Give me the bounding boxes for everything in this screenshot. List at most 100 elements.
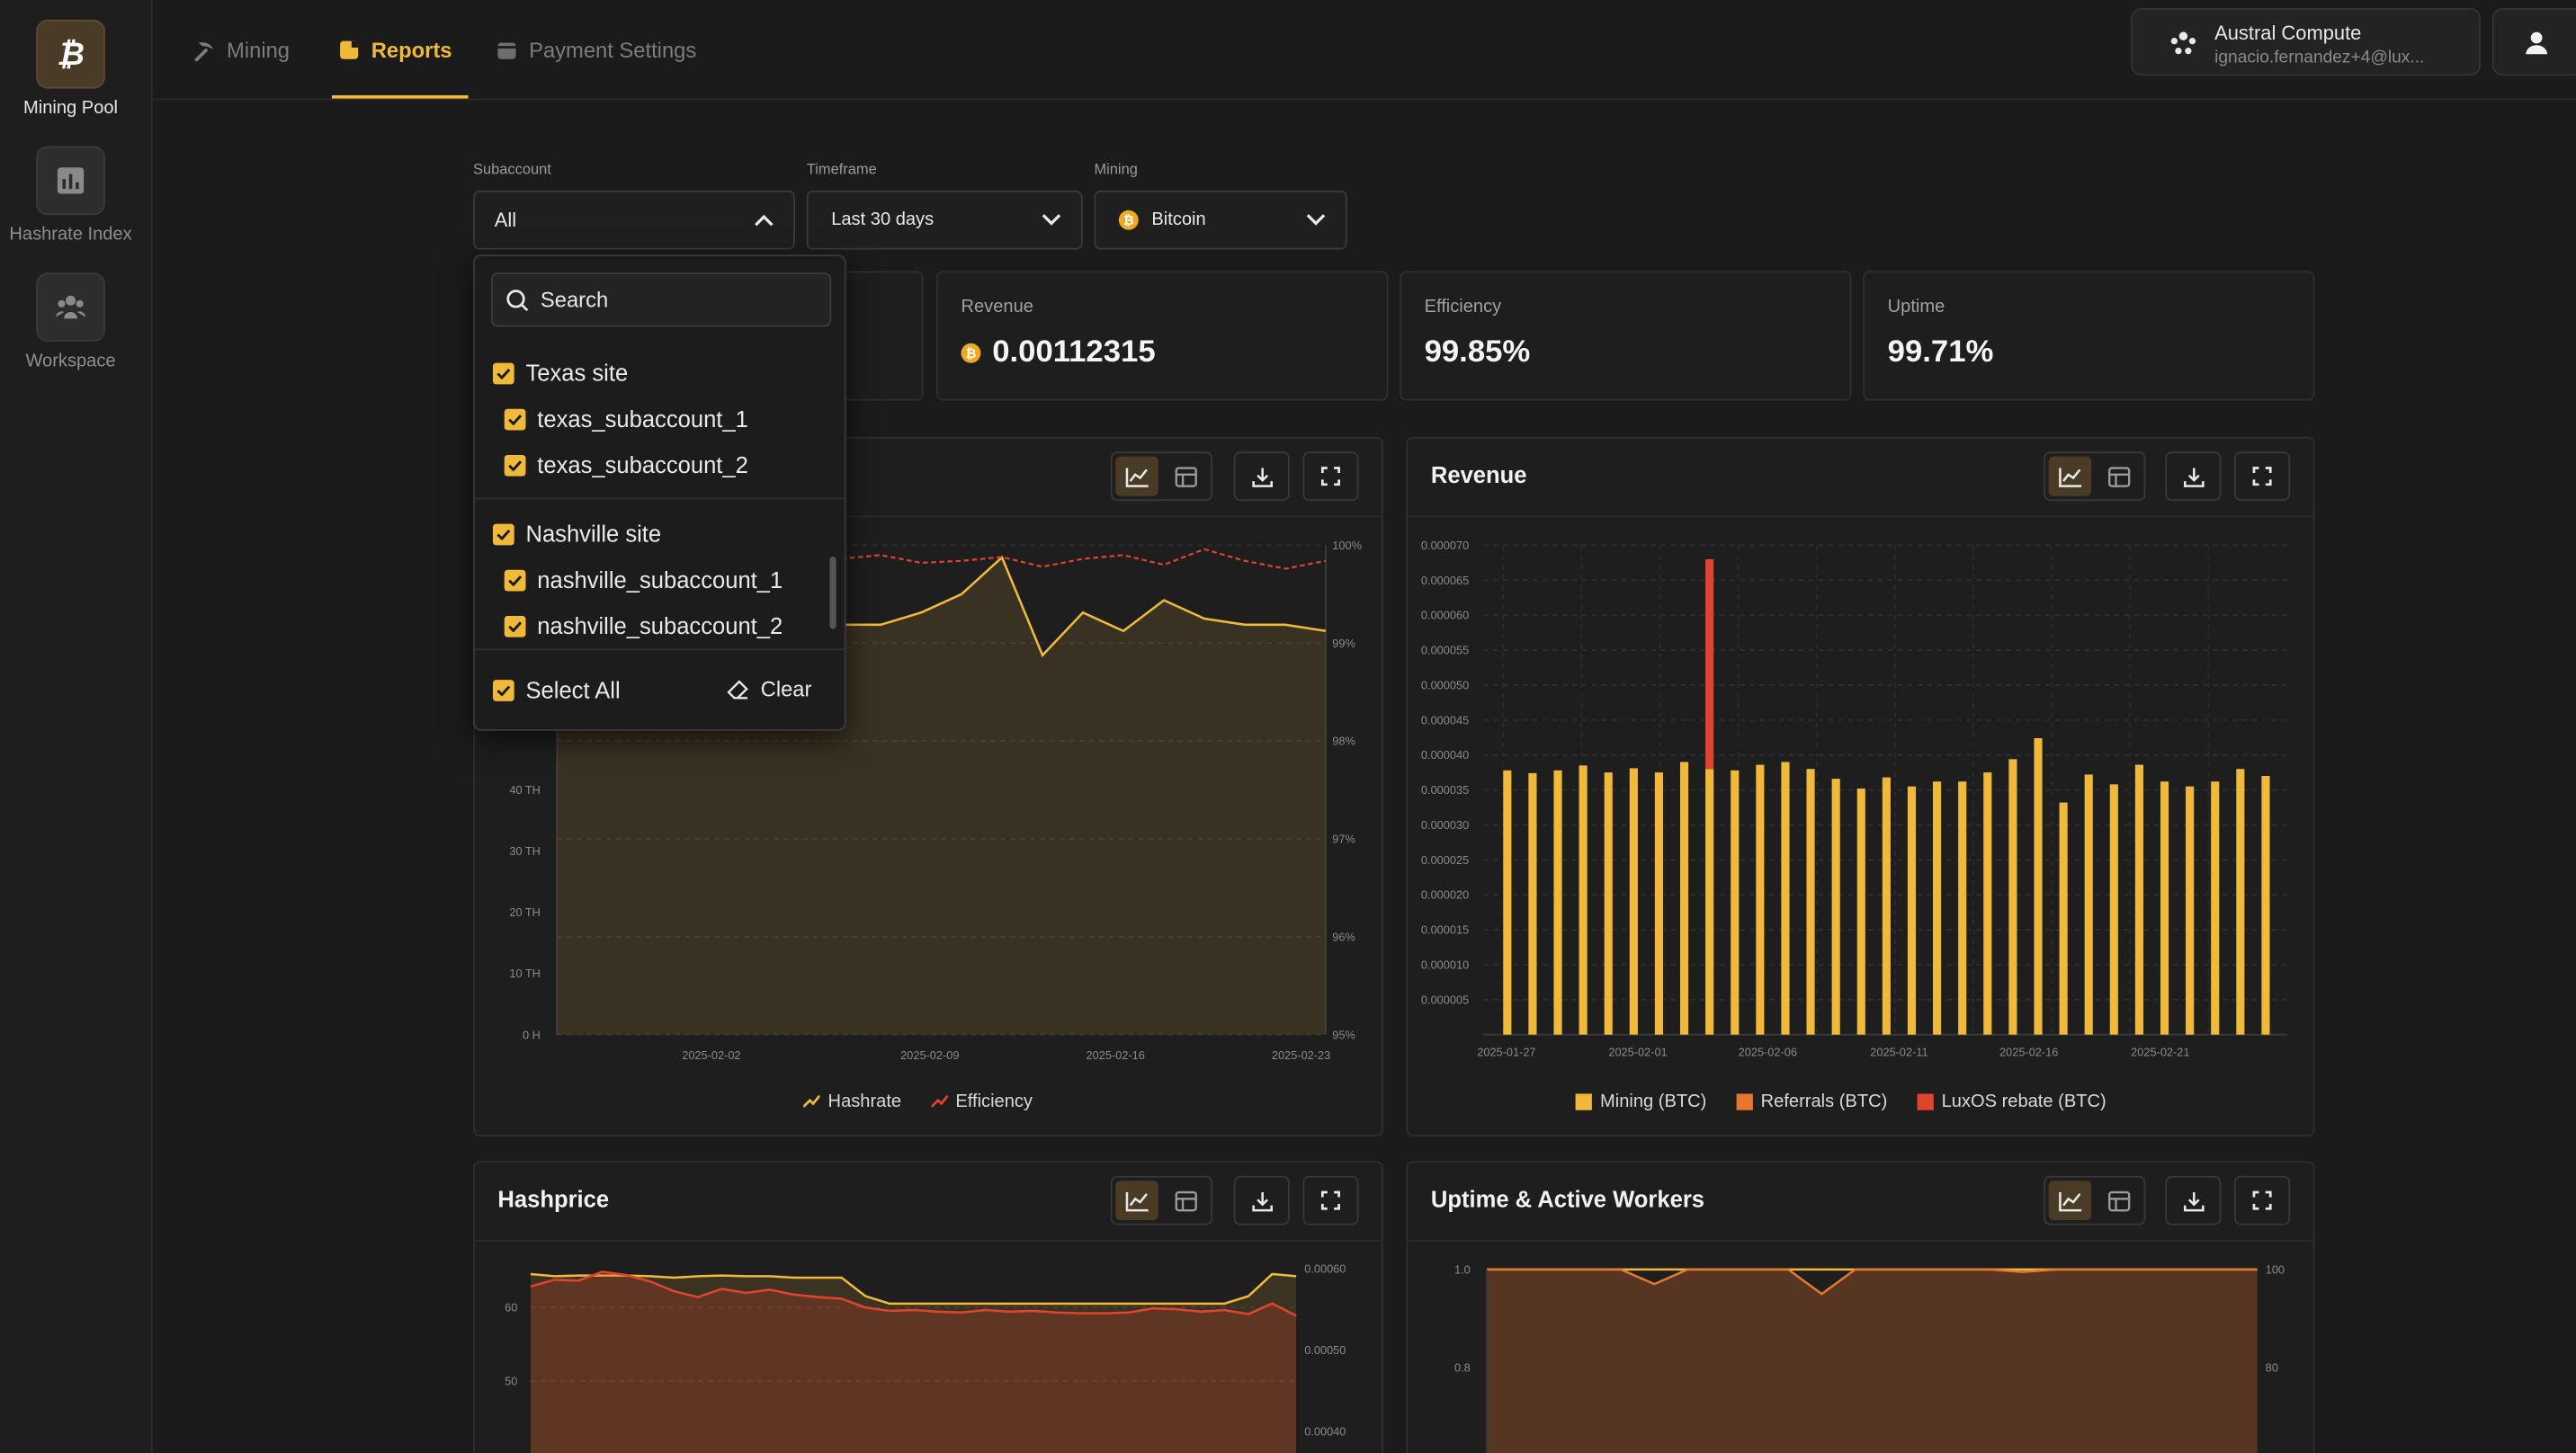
y-tick-label: 0.000065	[1421, 574, 1469, 587]
tab-mining[interactable]: Mining	[192, 0, 290, 100]
dropdown-scrollbar[interactable]	[829, 557, 836, 629]
revenue-value: 0.00112315	[992, 334, 1156, 370]
y-tick-label-right: 98%	[1332, 735, 1355, 748]
option-texas-subaccount-2[interactable]: texas_subaccount_2	[504, 451, 748, 478]
download-button[interactable]	[2165, 1175, 2222, 1226]
line-view-button[interactable]	[2048, 1181, 2092, 1221]
legend-item-mining[interactable]: Mining (BTC)	[1575, 1092, 1706, 1112]
subaccount-select[interactable]: All	[473, 190, 796, 250]
stat-label: Efficiency	[1424, 297, 1502, 317]
checkbox-checked-icon[interactable]	[504, 407, 526, 430]
bar-mining	[1503, 770, 1512, 1035]
rail-item-mining-pool[interactable]: ₿ Mining Pool	[0, 19, 141, 119]
mining-label: Mining	[1094, 160, 1138, 178]
download-button[interactable]	[1233, 1175, 1290, 1226]
checkbox-checked-icon[interactable]	[492, 361, 514, 384]
y-tick-label-left: 30 TH	[509, 844, 541, 858]
x-tick-label: 2025-02-23	[1272, 1048, 1330, 1062]
legend-label: LuxOS rebate (BTC)	[1941, 1092, 2106, 1112]
group-option-texas-site[interactable]: Texas site	[492, 360, 629, 387]
y-tick-label-right: 0.00060	[1304, 1261, 1346, 1275]
bar-chart-icon	[36, 146, 105, 216]
hashprice-chart: 0.00060 0.00050 0.00040 50 60	[505, 1261, 1346, 1453]
fullscreen-button[interactable]	[1302, 1175, 1359, 1226]
checkbox-checked-icon[interactable]	[492, 522, 514, 545]
clear-button[interactable]: Clear	[726, 677, 811, 701]
bar-mining	[1831, 779, 1840, 1035]
legend-item-hashrate[interactable]: Hashrate	[803, 1092, 901, 1112]
stat-card-revenue: Revenue ₿ 0.00112315	[936, 271, 1389, 401]
search-input[interactable]: Search	[491, 272, 832, 327]
option-label: texas_subaccount_2	[537, 451, 748, 478]
checkbox-checked-icon[interactable]	[504, 615, 526, 637]
table-view-button[interactable]	[2095, 1178, 2144, 1224]
rail-item-workspace[interactable]: Workspace	[0, 272, 141, 371]
y-tick-label: 0.000045	[1421, 713, 1469, 726]
mining-select[interactable]: ₿ Bitcoin	[1094, 190, 1347, 250]
y-tick-label-right: 80	[2266, 1360, 2278, 1374]
y-tick-label: 0.000025	[1421, 853, 1469, 867]
table-view-button[interactable]	[1161, 1178, 1211, 1224]
y-tick-label-left: 40 TH	[509, 783, 541, 797]
option-texas-subaccount-1[interactable]: texas_subaccount_1	[504, 406, 748, 432]
checkbox-checked-icon[interactable]	[504, 454, 526, 476]
tab-payment-settings[interactable]: Payment Settings	[496, 0, 696, 100]
trend-icon	[803, 1095, 820, 1109]
download-button[interactable]	[2165, 451, 2222, 502]
group-option-nashville-site[interactable]: Nashville site	[492, 521, 661, 547]
fullscreen-icon	[2252, 1190, 2272, 1210]
bar-mining	[2034, 738, 2043, 1035]
hashprice-line-a	[530, 1272, 1297, 1306]
y-tick-label: 0.000010	[1421, 958, 1469, 972]
table-view-button[interactable]	[1161, 453, 1211, 499]
legend-item-efficiency[interactable]: Efficiency	[930, 1092, 1033, 1112]
bar-mining	[1756, 764, 1765, 1035]
stat-label: Revenue	[961, 297, 1033, 317]
bar-mining	[1604, 772, 1613, 1035]
timeframe-value: Last 30 days	[831, 209, 935, 230]
bar-mining	[2084, 774, 2093, 1035]
timeframe-select[interactable]: Last 30 days	[806, 190, 1083, 250]
bar-mining	[1856, 788, 1865, 1035]
checkbox-checked-icon[interactable]	[492, 679, 514, 701]
option-nashville-subaccount-1[interactable]: nashville_subaccount_1	[504, 566, 783, 593]
bar-mining	[1933, 781, 1942, 1035]
select-all-option[interactable]: Select All	[492, 677, 621, 703]
organization-switcher[interactable]: Austral Compute ignacio.fernandez+4@lux.…	[2130, 8, 2482, 76]
line-view-button[interactable]	[1115, 1181, 1158, 1221]
top-bar: Mining Reports Payment Settings Austral …	[152, 0, 2576, 101]
bar-mining	[2059, 802, 2068, 1035]
y-tick-label-right: 97%	[1332, 833, 1355, 846]
option-nashville-subaccount-2[interactable]: nashville_subaccount_2	[504, 612, 783, 639]
download-button[interactable]	[1233, 451, 1290, 502]
bar-mining	[1654, 772, 1664, 1035]
revenue-bar-chart: 0.000005 0.000010 0.000015 0.000020 0.000025…	[1421, 539, 2287, 1058]
rail-item-hashrate-index[interactable]: Hashrate Index	[0, 146, 141, 245]
download-icon	[1251, 467, 1273, 487]
panel-title: Uptime & Active Workers	[1430, 1185, 1704, 1212]
table-view-button[interactable]	[2095, 453, 2144, 499]
y-tick-label-left: 0 H	[523, 1028, 541, 1041]
table-icon	[1175, 1190, 1197, 1211]
fullscreen-button[interactable]	[2234, 451, 2291, 502]
checkbox-checked-icon[interactable]	[504, 568, 526, 591]
fullscreen-button[interactable]	[1302, 451, 1359, 502]
left-rail: ₿ Mining Pool Hashrate Index Workspace	[0, 0, 153, 1453]
option-label: Texas site	[525, 360, 629, 387]
line-chart-icon	[2058, 467, 2081, 487]
line-view-button[interactable]	[1115, 456, 1158, 496]
x-tick-label: 2025-02-11	[1870, 1045, 1928, 1058]
subaccount-dropdown: Search Texas site texas_subaccount_1 tex…	[473, 254, 846, 731]
line-view-button[interactable]	[2048, 456, 2092, 496]
fullscreen-button[interactable]	[2234, 1175, 2291, 1226]
legend-item-luxos-rebate[interactable]: LuxOS rebate (BTC)	[1917, 1092, 2106, 1112]
bar-mining	[1553, 770, 1562, 1035]
x-tick-label: 2025-02-09	[900, 1048, 959, 1062]
y-tick-label-left: 50	[505, 1375, 517, 1388]
user-menu-button[interactable]	[2491, 8, 2576, 76]
table-icon	[2108, 1190, 2131, 1211]
panel-divider	[1408, 515, 2313, 518]
clear-label: Clear	[760, 676, 812, 701]
tab-reports[interactable]: Reports	[331, 0, 469, 100]
legend-item-referrals[interactable]: Referrals (BTC)	[1736, 1092, 1887, 1112]
